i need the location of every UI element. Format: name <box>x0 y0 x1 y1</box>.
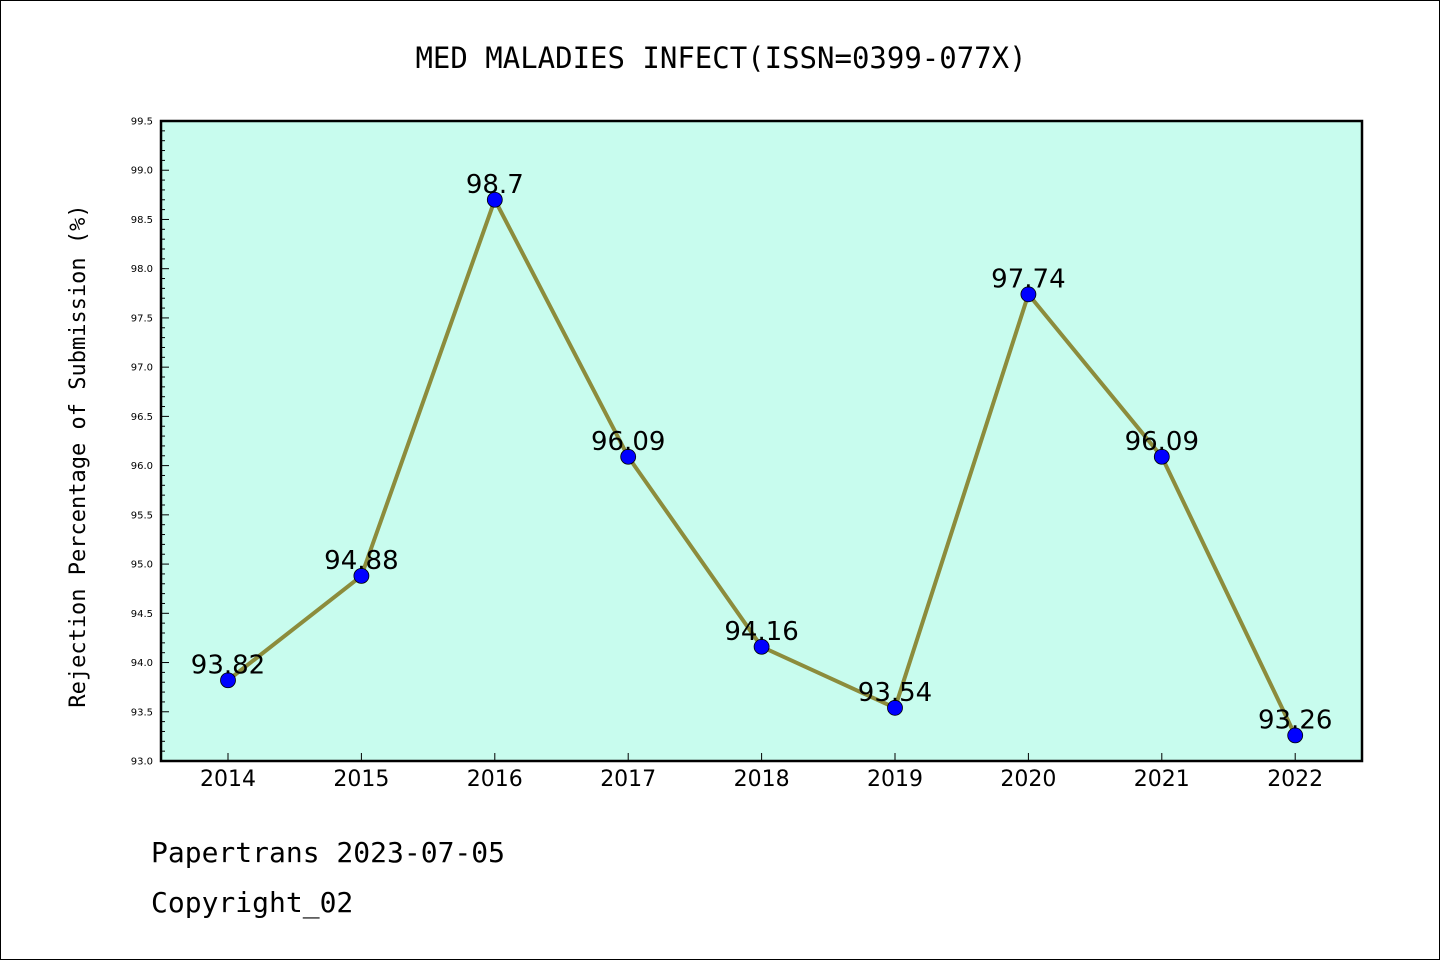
y-tick-label: 96.5 <box>131 412 153 423</box>
y-tick-label: 95.0 <box>131 560 153 571</box>
data-point <box>1020 286 1037 303</box>
chart-title: MED MALADIES INFECT(ISSN=0399-077X) <box>415 41 1026 75</box>
x-tick-label: 2017 <box>600 767 656 792</box>
x-tick-label: 2015 <box>333 767 389 792</box>
y-tick-label: 97.0 <box>131 363 153 374</box>
y-tick-label: 93.5 <box>131 707 153 718</box>
data-label: 94.88 <box>324 546 398 576</box>
y-tick-label: 94.0 <box>131 658 153 669</box>
data-point <box>1287 727 1304 744</box>
data-label: 94.16 <box>724 617 798 647</box>
y-tick-label: 97.5 <box>131 313 153 324</box>
data-point <box>220 672 236 689</box>
data-labels: 93.82 94.88 98.7 96.09 94.16 93.54 97.74 96.09 9… <box>191 170 1333 736</box>
x-tick-label: 2016 <box>467 767 523 792</box>
data-point <box>486 191 503 208</box>
x-tick-label: 2018 <box>734 767 790 792</box>
y-tick-label: 95.5 <box>131 510 153 521</box>
y-tick-label: 96.0 <box>131 461 153 472</box>
data-label: 93.26 <box>1258 705 1332 735</box>
data-point <box>887 699 903 716</box>
y-tick-label: 98.5 <box>131 215 153 226</box>
data-label: 96.09 <box>591 427 665 457</box>
data-label: 97.74 <box>991 264 1065 294</box>
x-tick-label: 2014 <box>200 767 256 792</box>
y-tick-label: 93.0 <box>131 757 153 768</box>
y-tick-label: 99.5 <box>131 117 153 128</box>
x-axis: 2014 2015 2016 2017 2018 2019 2020 2021 2022 <box>200 753 1323 792</box>
x-tick-label: 2019 <box>867 767 923 792</box>
source-date-text: Papertrans 2023-07-05 <box>151 836 506 869</box>
copyright-text: Copyright_02 <box>151 886 354 919</box>
x-tick-label: 2021 <box>1134 767 1190 792</box>
data-label: 93.54 <box>858 678 932 708</box>
data-label: 98.7 <box>466 170 524 200</box>
data-point <box>353 567 370 584</box>
data-point <box>1153 448 1170 465</box>
data-point <box>620 448 637 465</box>
y-axis: 93.0 93.5 94.0 94.5 95.0 95.5 96.0 96.5 97.0 97.5… <box>131 117 169 768</box>
x-tick-label: 2020 <box>1000 767 1056 792</box>
data-point <box>753 638 770 655</box>
series-rejection-rate <box>220 191 1304 744</box>
data-label: 96.09 <box>1125 427 1199 457</box>
y-tick-label: 94.5 <box>131 609 153 620</box>
y-tick-label: 99.0 <box>131 166 153 177</box>
data-label: 93.82 <box>191 650 265 680</box>
y-tick-label: 98.0 <box>131 264 153 275</box>
y-axis-label: Rejection Percentage of Submission (%) <box>66 204 91 707</box>
x-tick-label: 2022 <box>1267 767 1323 792</box>
